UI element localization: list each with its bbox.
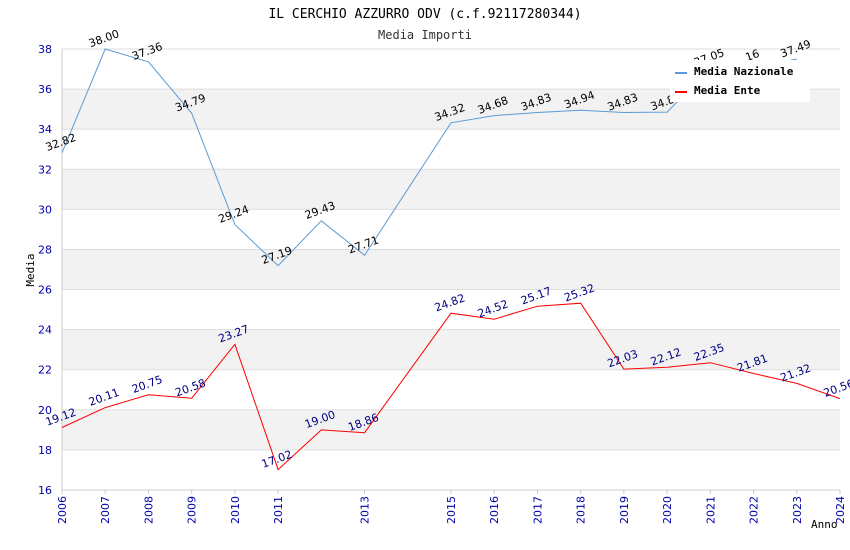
band — [62, 409, 840, 450]
x-tick-label: 2008 — [142, 496, 155, 524]
data-label-nazionale: 38.00 — [87, 27, 121, 50]
data-label-ente: 20.11 — [87, 386, 121, 409]
y-tick-label: 38 — [38, 43, 52, 56]
band — [62, 249, 840, 290]
data-label-ente: 20.75 — [130, 373, 164, 396]
y-tick-label: 32 — [38, 163, 52, 176]
x-tick-label: 2010 — [229, 496, 242, 524]
y-tick-labels: 16 18 20 22 24 26 28 30 32 34 36 38 — [38, 43, 52, 497]
x-tick-label: 2023 — [791, 496, 804, 524]
data-label-ente: 20.56 — [822, 377, 850, 400]
x-tick-label: 2013 — [359, 496, 372, 524]
y-tick-label: 22 — [38, 364, 52, 377]
legend-label-nazionale: Media Nazionale — [694, 65, 794, 78]
y-tick-label: 34 — [38, 123, 52, 136]
x-tick-label: 2009 — [186, 496, 199, 524]
x-tick-label: 2015 — [445, 496, 458, 524]
series-line-ente — [61, 302, 841, 471]
data-label-nazionale: 37.49 — [779, 37, 813, 60]
y-axis-label: Media — [24, 253, 37, 286]
legend-background — [670, 60, 810, 102]
y-tick-label: 36 — [38, 83, 52, 96]
data-label-nazionale: 37.36 — [130, 40, 164, 63]
x-tick-label: 2006 — [56, 496, 69, 524]
data-label-ente: 24.82 — [433, 291, 467, 314]
y-tick-label: 24 — [38, 324, 52, 337]
x-tick-label: 2020 — [661, 496, 674, 524]
x-tick-label: 2021 — [704, 496, 717, 524]
band — [62, 169, 840, 210]
x-tick-label: 2007 — [99, 496, 112, 524]
y-tick-label: 16 — [38, 484, 52, 497]
x-tick-label: 2019 — [618, 496, 631, 524]
x-tick-label: 2011 — [272, 496, 285, 524]
chart-subtitle: Media Importi — [378, 28, 472, 42]
legend: Media Nazionale Media Ente — [670, 60, 810, 102]
chart-title: IL CERCHIO AZZURRO ODV (c.f.92117280344) — [268, 7, 581, 22]
gridlines — [62, 48, 840, 491]
data-label-ente: 24.52 — [476, 297, 510, 320]
data-label-ente: 20.58 — [173, 376, 207, 399]
y-tick-label: 30 — [38, 203, 52, 216]
x-tick-label: 2017 — [531, 496, 544, 524]
x-tick-label: 2016 — [488, 496, 501, 524]
x-tick-label: 2018 — [575, 496, 588, 524]
data-label-nazionale: 16 — [744, 47, 762, 64]
y-tick-label: 20 — [38, 404, 52, 417]
y-tick-label: 18 — [38, 444, 52, 457]
x-axis-label: Anno — [811, 518, 838, 531]
y-tick-label: 26 — [38, 284, 52, 297]
axes — [61, 49, 841, 494]
x-tick-label: 2022 — [748, 496, 761, 524]
x-tick-labels: 2006 2007 2008 2009 2010 2011 2013 2015 2016 2017… — [56, 496, 847, 524]
y-tick-label: 28 — [38, 243, 52, 256]
legend-label-ente: Media Ente — [694, 84, 761, 97]
x-tick-label: 2024 — [834, 496, 847, 524]
